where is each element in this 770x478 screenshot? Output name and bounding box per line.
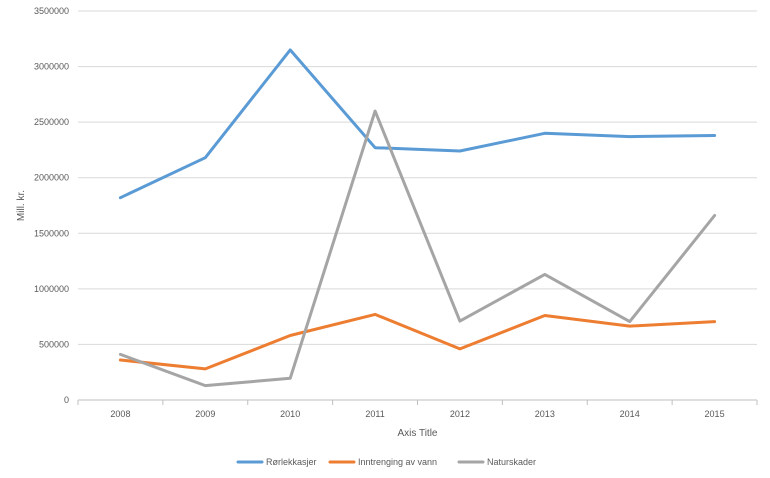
x-tick-label: 2009 bbox=[195, 409, 215, 419]
legend-label: Naturskader bbox=[487, 457, 536, 467]
series-line-2 bbox=[118, 312, 717, 371]
y-tick-label: 1000000 bbox=[34, 284, 69, 294]
x-tick-label: 2012 bbox=[450, 409, 470, 419]
x-tick-label: 2014 bbox=[620, 409, 640, 419]
x-axis-ticks: 2008 2009 2010 2011 2012 2013 2014 2015 bbox=[77, 400, 758, 419]
series-line-1 bbox=[118, 48, 717, 200]
x-tick-label: 2008 bbox=[110, 409, 130, 419]
y-tick-label: 500000 bbox=[39, 339, 69, 349]
legend-label: Inntrenging av vann bbox=[358, 457, 437, 467]
y-tick-label: 3500000 bbox=[34, 6, 69, 16]
series-line-3 bbox=[118, 109, 717, 388]
x-tick-label: 2015 bbox=[705, 409, 725, 419]
y-axis-ticks: 0 500000 1000000 1500000 2000000 2500000 30000… bbox=[34, 6, 69, 405]
gridlines bbox=[78, 10, 757, 345]
x-tick-label: 2011 bbox=[365, 409, 384, 419]
legend: Rørlekkasjer Inntrenging av vann Naturskad… bbox=[236, 457, 536, 467]
y-tick-label: 0 bbox=[64, 395, 69, 405]
y-tick-label: 2000000 bbox=[34, 173, 69, 183]
x-tick-label: 2013 bbox=[535, 409, 555, 419]
series-lines bbox=[118, 48, 717, 388]
x-tick-label: 2010 bbox=[280, 409, 300, 419]
y-tick-label: 3000000 bbox=[34, 62, 69, 72]
x-axis-title: Axis Title bbox=[397, 428, 437, 439]
y-tick-label: 1500000 bbox=[34, 228, 69, 238]
y-tick-label: 2500000 bbox=[34, 117, 69, 127]
y-axis-title: Mill. kr. bbox=[16, 190, 27, 221]
legend-label: Rørlekkasjer bbox=[266, 457, 317, 467]
